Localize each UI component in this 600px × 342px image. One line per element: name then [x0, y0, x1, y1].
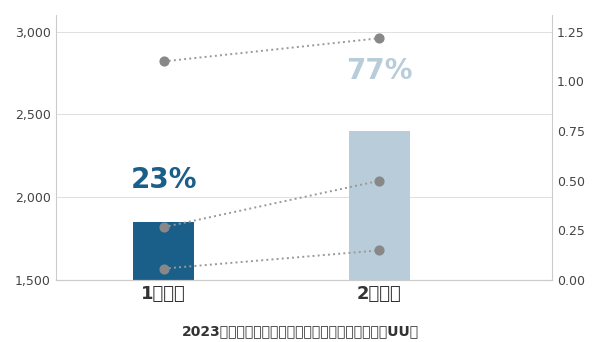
Point [159, 59, 169, 64]
Point [159, 224, 169, 230]
Point [374, 178, 384, 184]
Text: 77%: 77% [346, 57, 413, 84]
Text: 23%: 23% [130, 166, 197, 194]
Text: 2023年プライムデー期間中の商品ページ来訪数とUU数: 2023年プライムデー期間中の商品ページ来訪数とUU数 [181, 325, 419, 339]
Bar [349, 131, 410, 280]
Point [374, 248, 384, 253]
Point [159, 266, 169, 271]
Bar [133, 222, 194, 280]
Point [374, 36, 384, 41]
